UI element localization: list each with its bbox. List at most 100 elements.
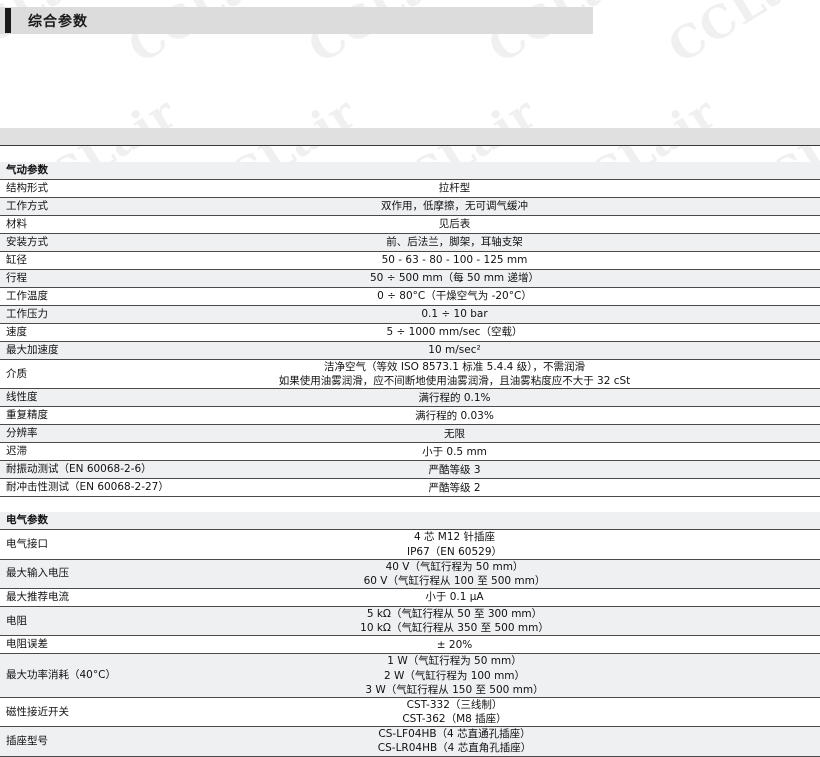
spec-value-line: 严酷等级 3 [428, 463, 481, 476]
page-title: 综合参数 [28, 14, 88, 30]
spec-value-line: 拉杆型 [438, 182, 471, 195]
spec-label: 最大功率消耗（40°C） [0, 653, 259, 698]
spec-label: 工作方式 [0, 197, 259, 216]
spec-label: 迟滞 [0, 442, 259, 462]
spec-value [259, 162, 820, 180]
spec-value: 满行程的 0.03% [259, 406, 820, 426]
table-row: 电气接口 4 芯 M12 针插座 IP67（EN 60529） [0, 529, 820, 560]
section-title: 气动参数 [0, 162, 259, 180]
spec-value-line: 满行程的 0.1% [418, 391, 491, 404]
spec-value: 小于 0.1 µA [259, 588, 820, 608]
spec-value-line: 50 - 63 - 80 - 100 - 125 mm [381, 254, 528, 267]
table-row: 最大加速度 10 m/sec² [0, 341, 820, 360]
spec-value-line: 10 kΩ（气缸行程从 350 至 500 mm） [360, 622, 549, 635]
table-row: 缸径 50 - 63 - 80 - 100 - 125 mm [0, 251, 820, 270]
spec-value-line: CST-362（M8 插座） [402, 713, 507, 726]
spec-value: 小于 0.5 mm [259, 442, 820, 462]
spec-value: 4 芯 M12 针插座 IP67（EN 60529） [259, 529, 820, 560]
spec-label: 缸径 [0, 251, 259, 270]
spec-label: 最大输入电压 [0, 559, 259, 590]
spec-value: 10 m/sec² [259, 341, 820, 360]
spec-value: 5 kΩ（气缸行程从 50 至 300 mm） 10 kΩ（气缸行程从 350 至… [259, 606, 820, 637]
spec-value: 洁净空气（等效 ISO 8573.1 标准 5.4.4 级），不需润滑 如果使用油… [259, 359, 820, 390]
spec-value-line: 小于 0.1 µA [425, 591, 484, 604]
table-row: 电阻误差 ± 20% [0, 635, 820, 655]
spec-label: 安装方式 [0, 233, 259, 252]
spec-value: 前、后法兰，脚架，耳轴支架 [259, 233, 820, 252]
spec-label: 电气接口 [0, 529, 259, 560]
spec-value: 严酷等级 3 [259, 460, 820, 480]
table-row: 最大推荐电流 小于 0.1 µA [0, 588, 820, 608]
table-row: 耐振动测试（EN 60068-2-6） 严酷等级 3 [0, 460, 820, 480]
table-row: 分辨率 无限 [0, 424, 820, 444]
spec-value-line: IP67（EN 60529） [406, 545, 503, 558]
table-row: 行程 50 ÷ 500 mm（每 50 mm 递增） [0, 269, 820, 288]
spec-label: 结构形式 [0, 179, 259, 198]
spec-value: 50 ÷ 500 mm（每 50 mm 递增） [259, 269, 820, 288]
spec-label: 介质 [0, 359, 259, 390]
spec-value-line: 如果使用油雾润滑，应不间断地使用油雾润滑，且油雾粘度应不大于 32 cSt [278, 375, 631, 388]
table-row: 迟滞 小于 0.5 mm [0, 442, 820, 462]
page-header: 综合参数 [0, 7, 593, 34]
spec-value-line: 满行程的 0.03% [415, 409, 494, 422]
spec-label: 耐振动测试（EN 60068-2-6） [0, 460, 259, 480]
table-row: 工作压力 0.1 ÷ 10 bar [0, 305, 820, 324]
spec-value-line: 严酷等级 2 [428, 481, 481, 494]
spec-value-line: 50 ÷ 500 mm（每 50 mm 递增） [370, 272, 539, 285]
spec-value: 无限 [259, 424, 820, 444]
spec-value-line: CST-332（三线制） [406, 698, 503, 711]
table-section-header-row: 气动参数 [0, 162, 820, 180]
spec-value: 严酷等级 2 [259, 478, 820, 498]
spec-label: 最大加速度 [0, 341, 259, 360]
spec-value: 满行程的 0.1% [259, 388, 820, 408]
table-row: 电阻 5 kΩ（气缸行程从 50 至 300 mm） 10 kΩ（气缸行程从 350… [0, 606, 820, 637]
spec-label: 速度 [0, 323, 259, 342]
spec-value-line: 0 ÷ 80°C（干燥空气为 -20°C） [377, 290, 532, 303]
spec-value-line: 10 m/sec² [428, 344, 481, 357]
spec-value-line: 1 W（气缸行程为 50 mm） [387, 655, 522, 668]
spec-label: 工作压力 [0, 305, 259, 324]
spec-value: 双作用，低摩擦，无可调气缓冲 [259, 197, 820, 216]
table-row: 重复精度 满行程的 0.03% [0, 406, 820, 426]
spec-value-line: ± 20% [436, 638, 473, 651]
spec-label: 工作温度 [0, 287, 259, 306]
spec-value: 50 - 63 - 80 - 100 - 125 mm [259, 251, 820, 270]
spec-value: 5 ÷ 1000 mm/sec（空载） [259, 323, 820, 342]
spec-label: 行程 [0, 269, 259, 288]
spec-value-line: 2 W（气缸行程为 100 mm） [383, 669, 526, 682]
table-row: 最大功率消耗（40°C） 1 W（气缸行程为 50 mm） 2 W（气缸行程为 10… [0, 653, 820, 698]
spec-value-line: 5 kΩ（气缸行程从 50 至 300 mm） [366, 608, 543, 621]
watermark-text: CCLair [659, 0, 820, 74]
top-divider-band [0, 128, 820, 146]
spec-label: 插座型号 [0, 726, 259, 757]
spec-value-line: 见后表 [438, 218, 471, 231]
spec-label: 磁性接近开关 [0, 697, 259, 728]
spec-value: CST-332（三线制） CST-362（M8 插座） [259, 697, 820, 728]
spec-label: 电阻 [0, 606, 259, 637]
section-gap [0, 496, 820, 513]
spec-value-line: 双作用，低摩擦，无可调气缓冲 [381, 200, 528, 213]
table-row: 插座型号 CS-LF04HB（4 芯直通孔插座） CS-LR04HB（4 芯直角孔插… [0, 726, 820, 757]
spec-value-line: 60 V（气缸行程从 100 至 500 mm） [363, 574, 546, 587]
spec-value: 0.1 ÷ 10 bar [259, 305, 820, 324]
table-row: 安装方式 前、后法兰，脚架，耳轴支架 [0, 233, 820, 252]
table-row: 磁性接近开关 CST-332（三线制） CST-362（M8 插座） [0, 697, 820, 728]
spec-value [259, 512, 820, 531]
table-row: 最大输入电压 40 V（气缸行程为 50 mm） 60 V（气缸行程从 100 至 … [0, 559, 820, 590]
spec-value: CS-LF04HB（4 芯直通孔插座） CS-LR04HB（4 芯直角孔插座） [259, 726, 820, 757]
spec-value: 0 ÷ 80°C（干燥空气为 -20°C） [259, 287, 820, 306]
table-row: 结构形式 拉杆型 [0, 179, 820, 198]
table-row: 工作方式 双作用，低摩擦，无可调气缓冲 [0, 197, 820, 216]
spec-label: 耐冲击性测试（EN 60068-2-27） [0, 478, 259, 498]
spec-value: 见后表 [259, 215, 820, 234]
specification-table: 气动参数 结构形式 拉杆型工作方式 双作用，低摩擦，无可调气缓冲材料 见后表 安装方式 前、… [0, 162, 820, 757]
spec-value-line: CS-LR04HB（4 芯直角孔插座） [377, 742, 532, 755]
spec-label: 最大推荐电流 [0, 588, 259, 608]
spec-value-line: 40 V（气缸行程为 50 mm） [385, 560, 524, 573]
table-row: 材料 见后表 [0, 215, 820, 234]
table-row: 耐冲击性测试（EN 60068-2-27） 严酷等级 2 [0, 478, 820, 498]
spec-value-line: 无限 [444, 427, 465, 440]
spec-label: 电阻误差 [0, 635, 259, 655]
table-row: 工作温度 0 ÷ 80°C（干燥空气为 -20°C） [0, 287, 820, 306]
spec-value-line: CS-LF04HB（4 芯直通孔插座） [378, 728, 531, 741]
